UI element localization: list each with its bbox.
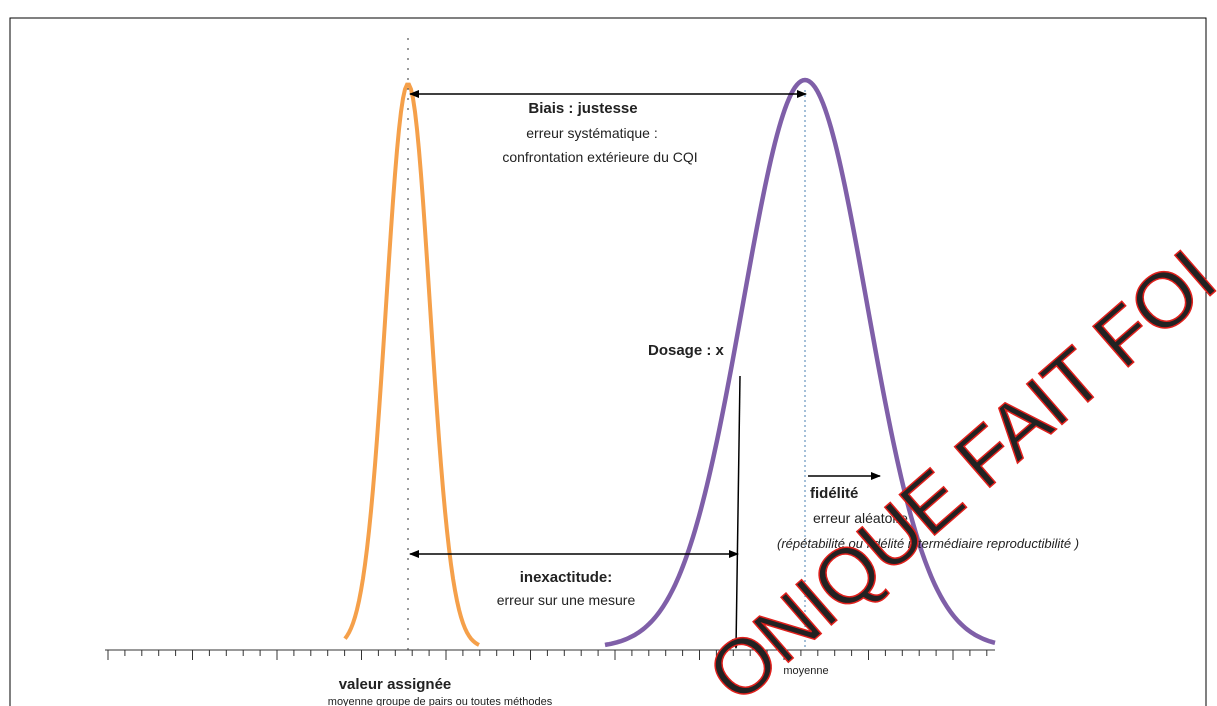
bias-line1: erreur systématique :	[526, 125, 658, 141]
assigned-line1: moyenne groupe de pairs ou toutes méthod…	[328, 696, 553, 706]
inaccuracy-title: inexactitude:	[520, 569, 613, 586]
precision-line2: (répétabilité ou fidélité intermédiaire …	[777, 536, 1079, 551]
watermark: ONIQUE FAIT FOI	[691, 233, 1217, 706]
mean-label: moyenne	[783, 665, 828, 677]
precision-line1: erreur aléatoire	[813, 510, 908, 526]
frame	[9, 17, 1207, 706]
inaccuracy-line1: erreur sur une mesure	[497, 592, 636, 608]
precision-title: fidélité	[810, 485, 858, 502]
bias-line2: confrontation extérieure du CQI	[502, 149, 697, 165]
bias-title: Biais : justesse	[528, 100, 637, 117]
axis-ticks	[107, 650, 988, 660]
measured-curve	[604, 77, 996, 648]
dosage-arrow	[732, 375, 741, 649]
assigned-title: valeur assignée	[339, 676, 452, 693]
dosage-label: Dosage : x	[648, 342, 725, 359]
assigned-curve	[343, 82, 480, 647]
